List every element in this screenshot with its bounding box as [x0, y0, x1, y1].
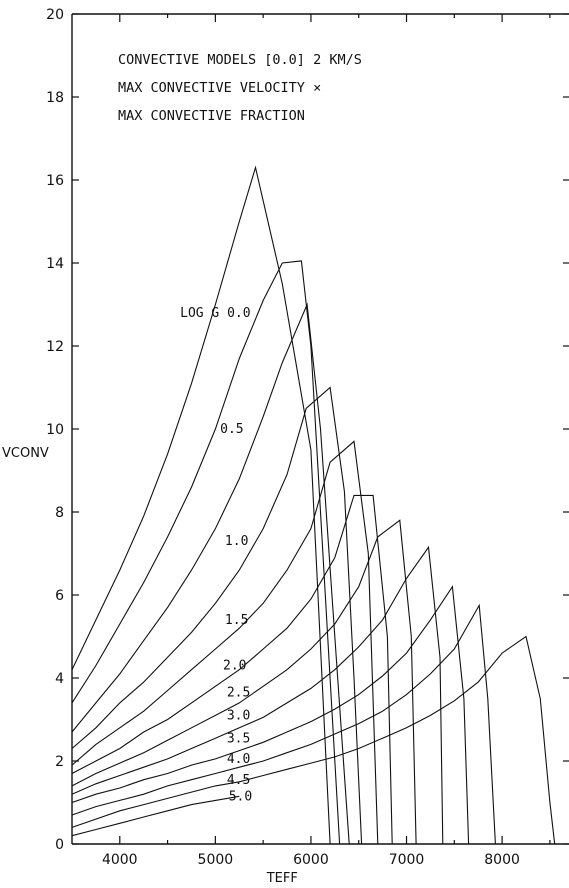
y-tick-label: 8: [55, 505, 64, 521]
series-line-0: [71, 165, 331, 845]
series-label: 3.0: [227, 709, 250, 724]
series-label: 1.0: [225, 534, 248, 549]
title-line: CONVECTIVE MODELS [0.0] 2 KM/S: [118, 52, 362, 68]
x-tick-label: 7000: [389, 852, 425, 868]
y-tick-label: 16: [46, 173, 64, 189]
series-line-4: [71, 440, 379, 845]
series-label: 2.0: [223, 659, 246, 674]
series-label: 0.5: [220, 422, 243, 437]
title-block: CONVECTIVE MODELS [0.0] 2 KM/S MAX CONVEC…: [118, 52, 362, 124]
x-tick-label: 4000: [102, 852, 138, 868]
series-label: 4.5: [227, 773, 250, 788]
series-label: 5.0: [229, 789, 252, 804]
title-line: MAX CONVECTIVE VELOCITY ×: [118, 80, 321, 96]
y-tick-label: 6: [55, 588, 64, 604]
x-tick-label: 8000: [484, 852, 520, 868]
series-line-1: [71, 260, 341, 845]
y-tick-label: 14: [46, 256, 64, 272]
series-line-2: [71, 302, 350, 845]
x-axis: 4000 5000 6000 7000 8000: [102, 14, 551, 868]
y-tick-label: 4: [55, 671, 64, 687]
series-label: 3.5: [227, 731, 250, 746]
series-line-8: [71, 585, 470, 845]
y-axis: 0 2 4 6 8 10 12 14 16 18 20: [46, 7, 569, 853]
series-line-6: [71, 519, 417, 845]
x-tick-label: 6000: [293, 852, 329, 868]
x-tick-label: 5000: [198, 852, 234, 868]
series-line-5: [71, 494, 393, 845]
series-labels: LOG G 0.0 0.5 1.0 1.5 2.0 2.5 3.0 3.5 4.0 4.55.0: [180, 306, 252, 804]
title-line: MAX CONVECTIVE FRACTION: [118, 108, 305, 124]
series-line-9: [71, 603, 496, 845]
series-line-3: [71, 386, 363, 845]
series-label: LOG G 0.0: [180, 306, 250, 321]
series-label: 4.0: [227, 752, 250, 767]
y-tick-label: 2: [55, 754, 64, 770]
y-tick-label: 10: [46, 422, 64, 438]
series-curves: [71, 165, 556, 845]
y-axis-label: VCONV: [2, 446, 49, 461]
series-label: 1.5: [225, 613, 248, 628]
y-tick-label: 20: [46, 7, 64, 23]
y-tick-label: 12: [46, 339, 64, 355]
extra-line-0: [71, 795, 240, 837]
series-label: 2.5: [227, 686, 250, 701]
series-line-10: [71, 635, 556, 845]
x-axis-label: TEFF: [266, 871, 298, 886]
y-tick-label: 0: [55, 837, 64, 853]
series-line-7: [71, 545, 444, 845]
y-tick-label: 18: [46, 90, 64, 106]
